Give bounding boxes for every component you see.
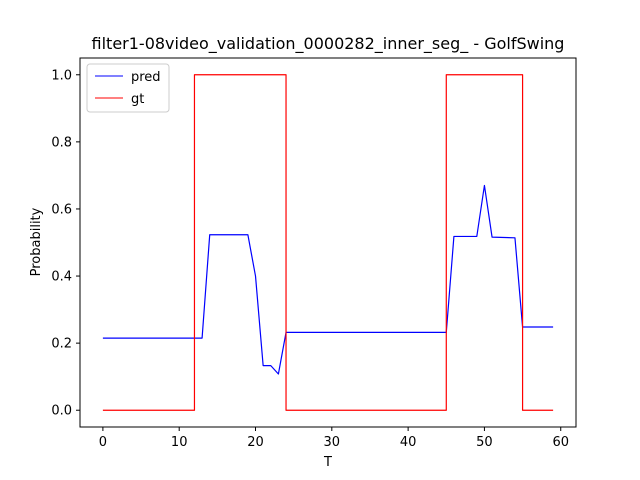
y-tick-label: 0.6 bbox=[51, 202, 72, 217]
y-tick-label: 0.2 bbox=[51, 337, 72, 352]
y-tick-label: 0.8 bbox=[51, 135, 72, 150]
y-tick-label: 0.4 bbox=[51, 270, 72, 285]
x-tick-label: 10 bbox=[171, 435, 188, 450]
plot-area bbox=[80, 58, 576, 427]
y-tick-label: 1.0 bbox=[51, 68, 72, 83]
x-tick-label: 30 bbox=[324, 435, 341, 450]
ticks-layer: 0 10 20 30 40 50 60 0.0 0.2 0.4 0.6 0.8 1.0 bbox=[51, 68, 569, 450]
x-tick-label: 20 bbox=[247, 435, 264, 450]
y-tick-label: 0.0 bbox=[51, 404, 72, 419]
x-axis-label: T bbox=[323, 455, 332, 470]
x-tick-label: 60 bbox=[552, 435, 569, 450]
x-tick-label: 40 bbox=[400, 435, 417, 450]
chart-title: filter1-08video_validation_0000282_inner… bbox=[92, 34, 565, 54]
legend-label-gt: gt bbox=[131, 92, 144, 107]
series-line-gt bbox=[102, 74, 554, 411]
plot-frame bbox=[79, 57, 577, 428]
legend: pred gt bbox=[86, 63, 170, 113]
x-tick-label: 0 bbox=[99, 435, 107, 450]
y-axis-label: Probability bbox=[29, 207, 44, 276]
legend-label-pred: pred bbox=[131, 70, 161, 85]
series-layer bbox=[102, 74, 554, 411]
x-tick-label: 50 bbox=[476, 435, 493, 450]
